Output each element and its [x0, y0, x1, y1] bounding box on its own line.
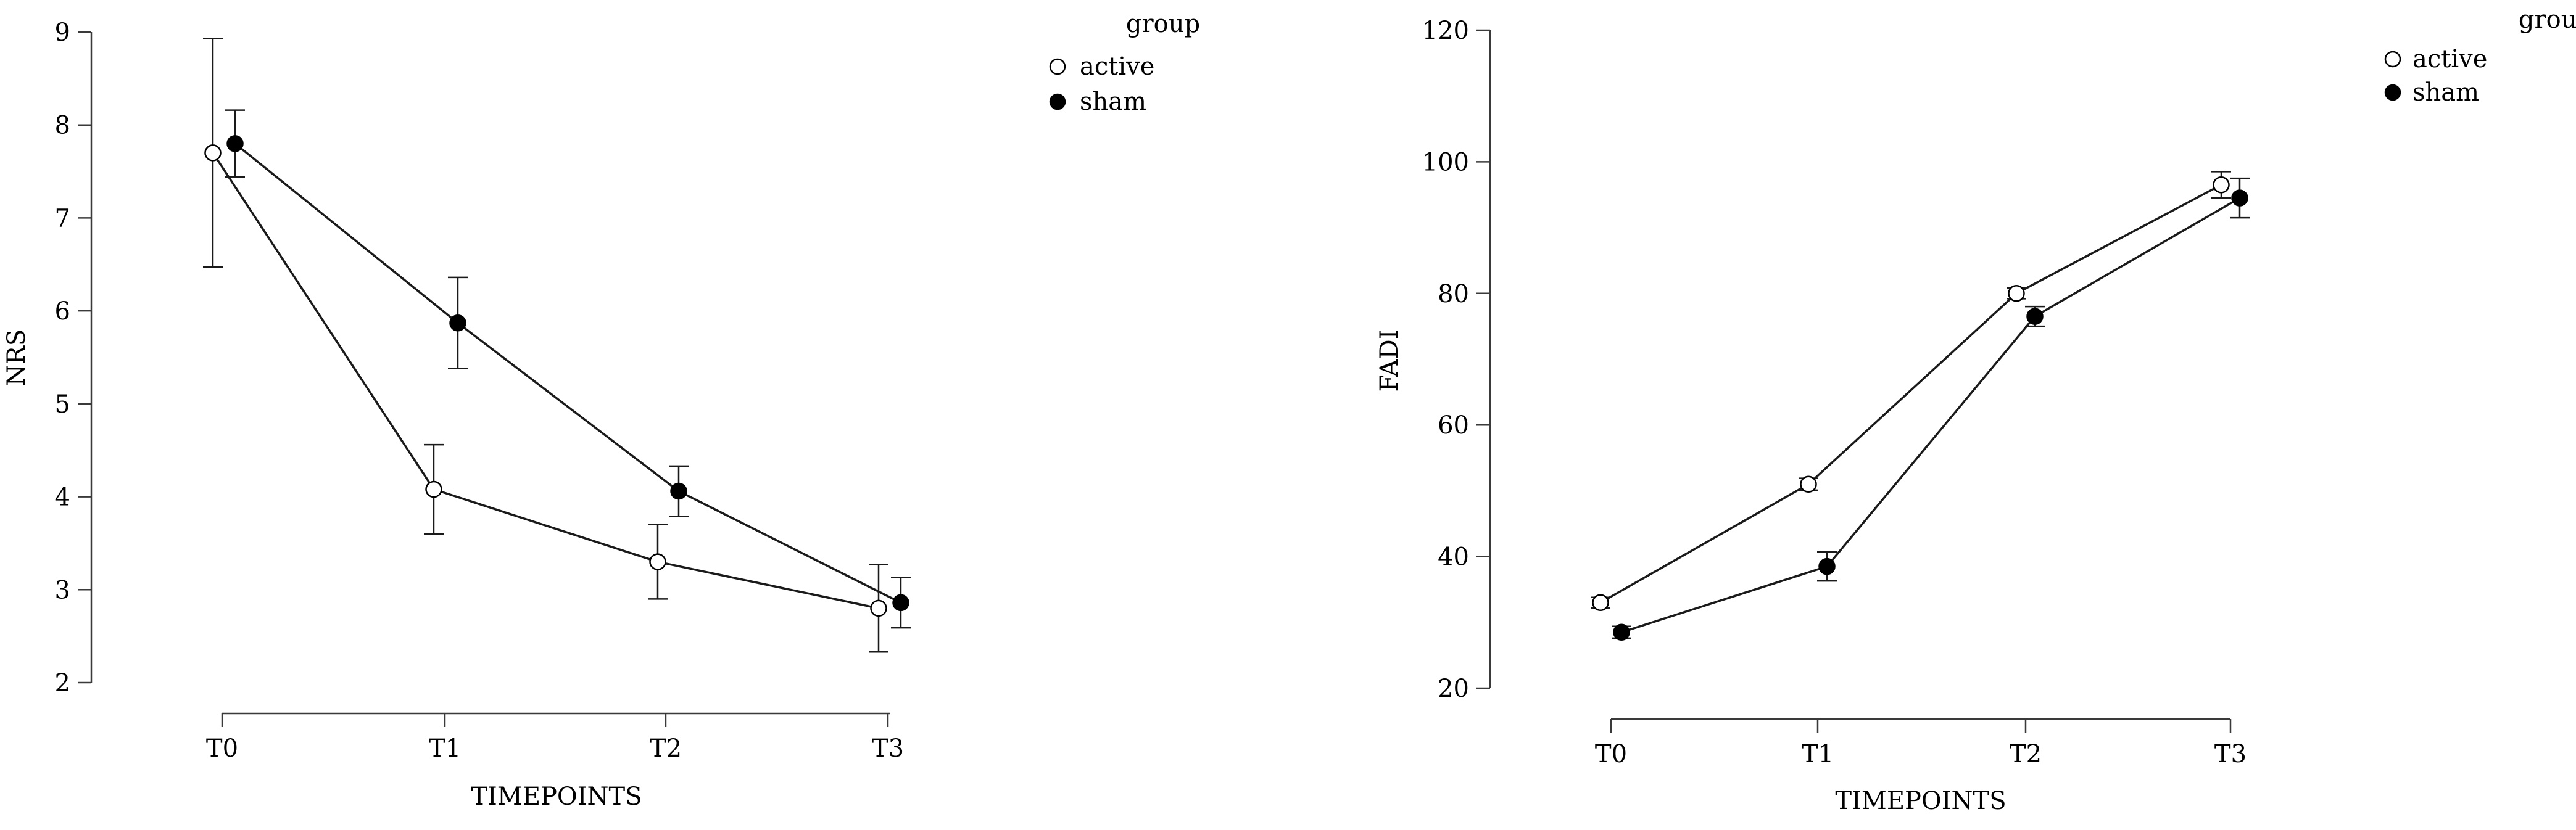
series-line	[1621, 197, 2240, 633]
data-point	[1818, 557, 1836, 575]
series-active	[1591, 171, 2231, 612]
y-axis-label: FADI	[1375, 329, 1404, 392]
x-tick-label: T2	[2010, 740, 2042, 768]
data-point	[649, 553, 666, 570]
y-tick-label: 3	[55, 576, 70, 604]
x-tick-label: T0	[206, 734, 238, 763]
data-point	[1592, 594, 1609, 612]
legend: group active sham	[1049, 10, 1200, 116]
y-tick-label: 100	[1422, 148, 1469, 176]
chart-panel-2: 20 40 60 80 100 120 T0 T1 T2 T3 TIMEPOINTS FADI grou…	[1375, 6, 2576, 815]
legend-label-sham: sham	[1080, 88, 1146, 116]
data-point	[2026, 308, 2044, 325]
series-sham	[1612, 177, 2250, 641]
x-tick-label: T1	[1802, 740, 1834, 768]
x-tick-label: T1	[429, 734, 461, 763]
data-point	[449, 314, 466, 332]
data-point	[670, 482, 687, 500]
data-point	[1613, 623, 1630, 641]
chart-panel-1: 2 3 4 5 6 7 8 9 T0 T1 T2 T3 TIMEPOINTS NRS group active…	[2, 10, 1200, 811]
legend-marker-active	[2384, 51, 2401, 68]
x-tick-label: T0	[1595, 740, 1627, 768]
series-line	[234, 142, 901, 604]
data-point	[892, 594, 909, 612]
y-tick-label: 60	[1438, 411, 1469, 440]
legend-label-sham: sham	[2412, 78, 2479, 107]
y-tick-label: 9	[55, 18, 70, 47]
legend-title: group	[1126, 10, 1200, 38]
data-point	[226, 135, 244, 152]
x-axis-label: TIMEPOINTS	[471, 783, 642, 811]
data-point	[870, 599, 887, 617]
x-tick-label: T3	[872, 734, 904, 763]
legend-marker-sham	[2384, 84, 2401, 101]
data-point	[1800, 475, 1817, 493]
y-tick-label: 20	[1438, 675, 1469, 703]
data-point	[2008, 285, 2025, 302]
y-axis-label: NRS	[2, 329, 31, 387]
data-point	[425, 480, 442, 498]
y-tick-label: 8	[55, 112, 70, 140]
y-tick-label: 120	[1422, 17, 1469, 45]
y-tick-label: 80	[1438, 280, 1469, 308]
y-tick-label: 7	[55, 204, 70, 232]
legend-marker-active	[1049, 58, 1066, 75]
legend: group active sham	[2384, 6, 2576, 107]
data-point	[2213, 176, 2230, 194]
x-axis-label: TIMEPOINTS	[1835, 787, 2006, 815]
legend-label-active: active	[1080, 52, 1154, 81]
y-tick-label: 5	[55, 390, 70, 419]
y-tick-label: 6	[55, 297, 70, 326]
series-sham	[225, 109, 911, 629]
y-tick-label: 40	[1438, 543, 1469, 572]
y-tick-label: 4	[55, 483, 70, 512]
series-active	[203, 38, 888, 653]
x-tick-label: T3	[2214, 740, 2247, 768]
y-tick-label: 2	[55, 669, 70, 697]
legend-marker-sham	[1049, 93, 1066, 110]
series-line	[1600, 184, 2222, 604]
series-line	[212, 152, 879, 610]
data-point	[2231, 189, 2248, 207]
legend-title: group	[2519, 6, 2576, 34]
x-tick-label: T2	[650, 734, 682, 763]
data-point	[204, 144, 222, 162]
legend-label-active: active	[2412, 45, 2487, 73]
